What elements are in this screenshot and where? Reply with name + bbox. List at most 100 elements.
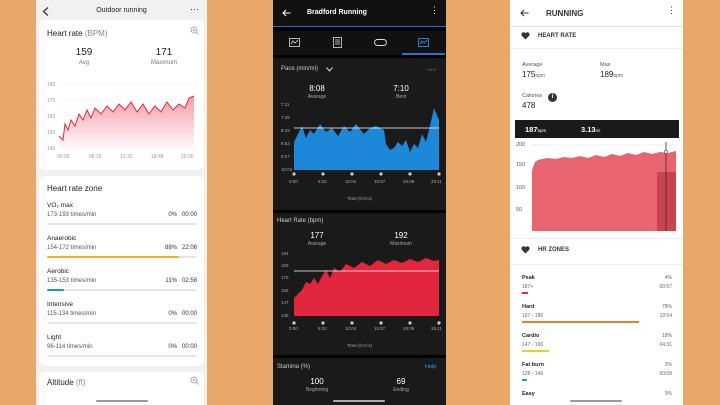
zone-range: 173-193 times/min xyxy=(47,212,97,218)
chevron-down-icon[interactable] xyxy=(326,67,333,72)
tab-details[interactable] xyxy=(316,31,359,55)
zone-time: 00:00 xyxy=(181,212,197,218)
zone-progress-fill xyxy=(522,379,527,381)
zone-section-title: Heart rate zone xyxy=(47,184,103,193)
altitude-title: Altitude xyxy=(47,378,74,387)
zone-percent: 11% xyxy=(165,278,177,284)
page-title: RUNNING xyxy=(546,9,584,18)
y-tick: 100 xyxy=(516,185,526,191)
pace-y-tick: 8:19 xyxy=(281,128,290,133)
zone-progress-fill xyxy=(522,292,528,294)
x-tick: 06:16 xyxy=(89,154,102,160)
x-tick: 20:09 xyxy=(403,326,415,331)
heart-rate-title: Heart rate xyxy=(47,29,83,38)
back-arrow-icon[interactable] xyxy=(42,7,50,16)
y-tick: 170 xyxy=(47,98,56,104)
zone-name: Cardio xyxy=(522,333,540,339)
zone-name: Fat burn xyxy=(522,362,544,368)
header-divider xyxy=(510,26,683,27)
zone-name: Easy xyxy=(522,391,535,397)
zone-row: Aerobic 135-153 times/min 11% 02:58 xyxy=(39,268,204,298)
hr-label: Heart Rate (bpm) xyxy=(277,218,324,224)
zoom-icon[interactable] xyxy=(190,376,199,385)
help-link[interactable]: Help xyxy=(425,364,437,370)
zone-name: Hard xyxy=(522,304,535,310)
zone-name: Intensive xyxy=(47,301,74,308)
chart-tooltip: 187bpm 3.13mi xyxy=(515,120,679,138)
chart-icon xyxy=(418,38,429,47)
y-tick: 160 xyxy=(47,114,56,120)
x-tick: 25:11 xyxy=(431,326,442,331)
zone-time: 19:54 xyxy=(659,313,672,319)
y-tick: 150 xyxy=(47,130,56,136)
zone-row: Peak 187+ 4% 00:57 xyxy=(522,275,672,299)
zone-time: 22:06 xyxy=(181,245,197,251)
x-axis-label: Time (h:m:s) xyxy=(346,343,373,348)
pace-x-dots xyxy=(292,172,441,176)
zone-row: VO₂ max 173-193 times/min 0% 00:00 xyxy=(39,202,204,232)
average-value: 175 xyxy=(522,70,536,79)
activity-title: Bradford Running xyxy=(307,9,367,16)
zoom-icon[interactable] xyxy=(190,26,199,35)
x-tick: 10:04 xyxy=(345,326,357,331)
pace-y-tick: 7:11 xyxy=(281,102,290,107)
page-title: Outdoor running xyxy=(96,7,147,14)
zone-progress xyxy=(47,322,197,324)
stamina-label: Stamina (%) xyxy=(277,364,311,370)
x-tick: 15:07 xyxy=(374,179,386,184)
zone-time: 00:00 xyxy=(181,311,197,317)
x-axis-label: Time (h:m:s) xyxy=(346,196,373,201)
pace-best-label: Best xyxy=(395,94,406,100)
hr-max-label: Maximum xyxy=(390,241,412,247)
section-divider xyxy=(510,264,683,265)
zone-percent: 0% xyxy=(168,311,177,317)
home-indicator xyxy=(570,400,622,402)
zone-range: 187+ xyxy=(522,284,534,290)
huawei-health-screen: Outdoor running ⋯ Heart rate (BPM) 159 A… xyxy=(36,0,207,405)
x-tick: 00:00 xyxy=(57,154,70,160)
pace-y-tick: 8:53 xyxy=(281,141,290,146)
zone-percent: 78% xyxy=(661,304,672,310)
zone-time: 02:58 xyxy=(181,278,197,284)
zone-row: Fat burn 128 - 146 2% 00:08 xyxy=(522,362,672,386)
zone-range: 154-172 times/min xyxy=(47,245,97,251)
hr-section-heading: HEART RATE xyxy=(538,33,577,39)
zone-progress-fill xyxy=(47,289,64,291)
tab-charts[interactable] xyxy=(402,31,445,55)
zone-percent: 0% xyxy=(168,344,177,350)
info-icon[interactable]: i xyxy=(548,93,557,102)
zone-range: 167 - 186 xyxy=(522,313,544,319)
heart-rate-chart xyxy=(532,142,676,232)
tab-overview[interactable] xyxy=(273,31,316,55)
home-indicator xyxy=(96,400,148,402)
zone-row: Intensive 115-134 times/min 0% 00:00 xyxy=(39,301,204,331)
zone-progress xyxy=(47,223,197,225)
hr-avg-value: 177 xyxy=(310,231,324,240)
zone-name: Peak xyxy=(522,275,535,281)
hr-y-tick: 182 xyxy=(281,263,289,268)
more-menu-icon[interactable]: ⋮ xyxy=(667,5,676,15)
more-menu-icon[interactable]: ⋯ xyxy=(190,4,199,14)
hide-link[interactable]: HIDE xyxy=(427,67,437,72)
pace-y-tick: 9:27 xyxy=(281,154,290,159)
heart-rate-zone-card: Heart rate zone VO₂ max 173-193 times/min… xyxy=(39,176,204,366)
zone-time: 00:00 xyxy=(181,344,197,350)
y-tick: 180 xyxy=(47,82,56,88)
zone-name: Light xyxy=(47,334,62,341)
zone-row: Easy 0% xyxy=(522,391,672,405)
more-menu-icon[interactable]: ⋮ xyxy=(430,5,439,15)
tooltip-hr-unit: bpm xyxy=(537,128,547,133)
x-tick: 25:06 xyxy=(181,154,194,160)
x-tick: 15:07 xyxy=(374,326,386,331)
section-divider xyxy=(510,48,683,49)
back-arrow-icon[interactable] xyxy=(282,9,291,17)
pace-label: Pace (min/mi) xyxy=(281,66,319,72)
tooltip-hr: 187 xyxy=(525,125,538,134)
tab-laps[interactable] xyxy=(359,31,402,55)
x-tick: 5:02 xyxy=(318,326,327,331)
back-arrow-icon[interactable] xyxy=(520,9,529,17)
pace-y-tick: 7:45 xyxy=(281,115,290,120)
pace-chart xyxy=(294,108,439,170)
zone-row: Light 96-114 times/min 0% 00:00 xyxy=(39,334,204,364)
pace-best-value: 7:10 xyxy=(393,84,409,93)
